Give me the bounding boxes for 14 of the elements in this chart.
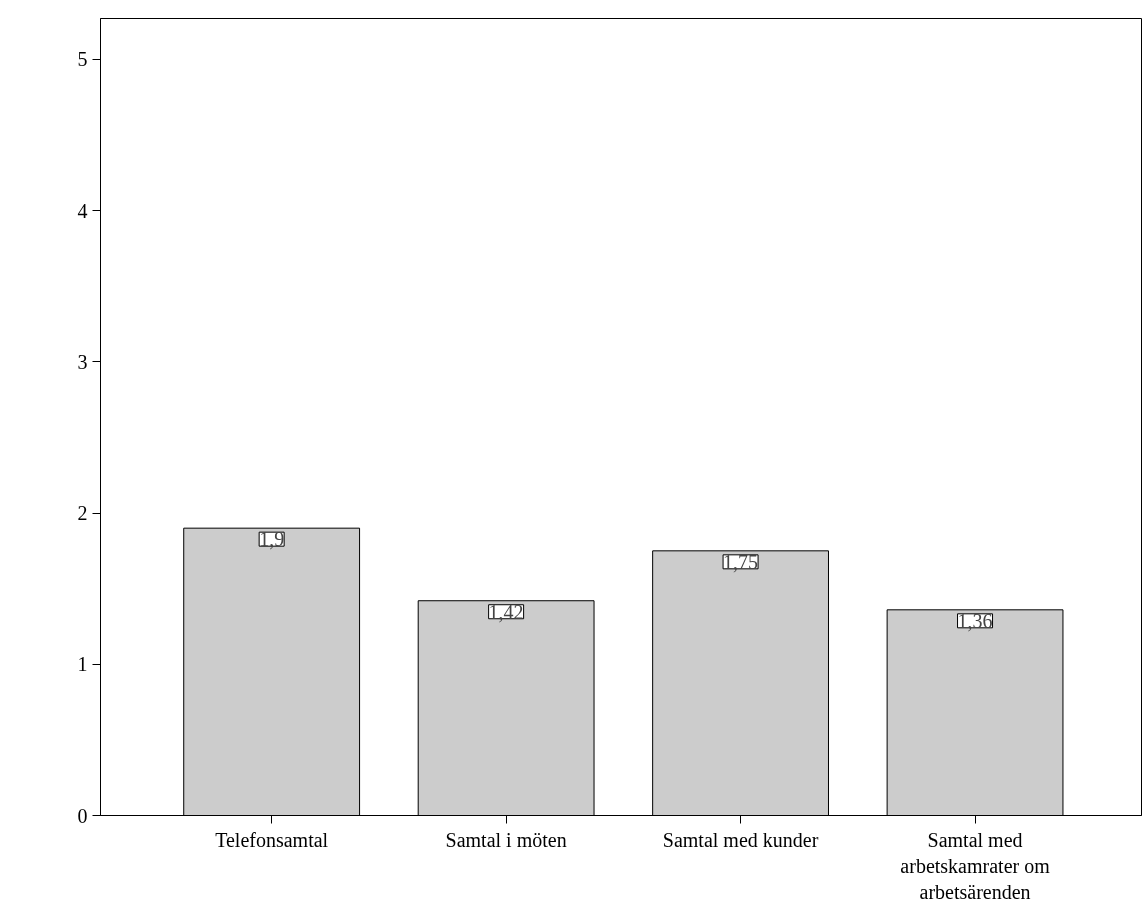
data-label: 1,9 [259,528,285,551]
x-tick-label: Samtal i möten [445,828,567,851]
y-tick-label: 0 [77,804,88,827]
y-tick-label: 1 [77,653,88,676]
data-label: 1,36 [957,609,993,632]
x-tick-label: Samtal med kunder [662,828,819,851]
y-tick-label: 3 [77,350,88,373]
x-tick-label: Telefonsamtal [215,828,329,851]
y-tick-label: 2 [77,502,88,525]
data-label: 1,75 [723,550,759,573]
y-tick-label: 5 [77,48,88,71]
data-label: 1,42 [488,600,524,623]
y-tick-label: 4 [77,199,88,222]
x-tick-label: Samtal med arbetskamrater om arbetsärenden [900,828,1051,904]
